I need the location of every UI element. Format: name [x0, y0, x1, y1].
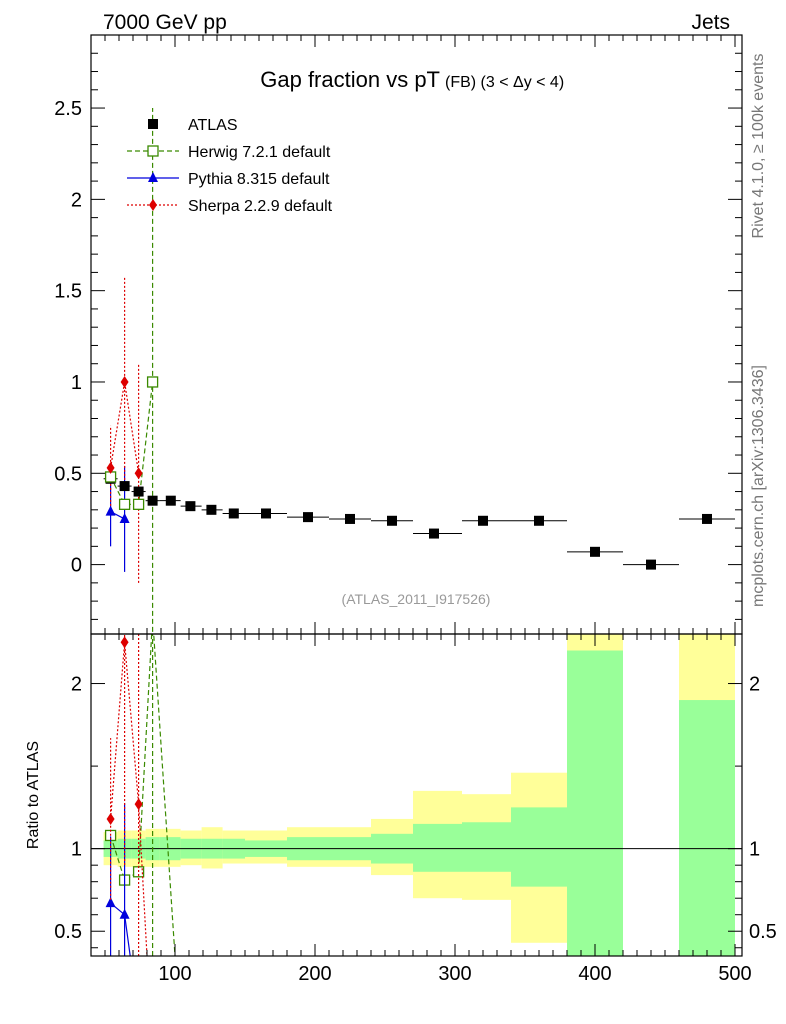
pythia-ratio-line: [110, 902, 131, 956]
legend-label: Herwig 7.2.1 default: [188, 144, 331, 161]
atlas-point: [478, 515, 488, 526]
chart-subtitle: (FB) (3 < Δy < 4): [445, 74, 564, 91]
ratio-series: [104, 634, 176, 956]
ratio-band-green: [567, 650, 623, 956]
atlas-point: [185, 501, 196, 512]
atlas-point: [345, 513, 355, 524]
pythia-ratio-point: [119, 908, 130, 919]
atlas-point: [702, 513, 712, 524]
ratio-y-tick-label: 1: [71, 839, 82, 861]
ratio-band-green: [413, 823, 462, 872]
sherpa-point: [106, 461, 115, 474]
atlas-point: [206, 504, 217, 515]
atlas-point: [429, 528, 439, 539]
ratio-band-green: [511, 807, 567, 887]
herwig-point: [118, 498, 131, 510]
category-label: Jets: [691, 11, 730, 34]
legend-marker: [148, 119, 158, 129]
herwig-ratio-line: [110, 634, 176, 956]
ratio-y-tick-label-right: 2: [749, 674, 760, 696]
atlas-point: [387, 515, 397, 526]
main-y-tick-label: 0: [71, 555, 82, 577]
energy-label: 7000 GeV pp: [103, 11, 227, 34]
atlas-point: [147, 495, 158, 506]
pythia-point: [119, 512, 130, 523]
analysis-id: (ATLAS_2011_I917526): [342, 591, 491, 607]
main-y-tick-label: 1.5: [54, 281, 82, 303]
atlas-point: [646, 559, 656, 570]
sherpa-ratio-point: [106, 812, 115, 825]
legend-label: Sherpa 2.2.9 default: [188, 198, 333, 215]
axes: 100 200 300 400 500 0 0.5 1 1.5 2 2.5 0.5 0.5 1 1 2 2: [54, 35, 777, 985]
sherpa-ratio-point: [134, 798, 143, 811]
ratio-band-green: [462, 822, 511, 872]
atlas-point: [228, 508, 239, 519]
legend-marker: [147, 145, 159, 157]
ratio-band-green: [679, 700, 735, 956]
legend-marker: [148, 172, 158, 182]
sherpa-ratio-point: [120, 636, 129, 649]
rivet-label: Rivet 4.1.0, ≥ 100k events: [750, 54, 767, 239]
main-y-tick-label: 0.5: [54, 463, 82, 485]
ratio-y-tick-label-right: 1: [749, 839, 760, 861]
x-tick-label: 300: [438, 963, 471, 985]
ratio-y-tick-label: 2: [71, 674, 82, 696]
sherpa-point: [134, 467, 143, 480]
legend: ATLAS Herwig 7.2.1 default Pythia 8.315 de…: [127, 117, 333, 215]
ratio-panel-frame: [90, 633, 743, 957]
legend-label: Pythia 8.315 default: [188, 171, 330, 188]
atlas-point: [133, 486, 144, 497]
ratio-y-tick-label-right: 0.5: [749, 921, 777, 943]
pythia-ratio-point: [105, 897, 116, 908]
legend-marker: [149, 199, 157, 211]
ratio-bands: [91, 634, 742, 956]
x-tick-label: 100: [158, 963, 191, 985]
atlas-point: [261, 508, 271, 519]
legend-label: ATLAS: [188, 117, 238, 134]
pythia-point: [105, 505, 116, 516]
chart-title: Gap fraction vs pT: [260, 67, 440, 92]
sherpa-ratio-line: [110, 642, 148, 956]
main-y-tick-label: 2: [71, 189, 82, 211]
sherpa-line: [110, 381, 140, 474]
mcplots-label: mcplots.cern.ch [arXiv:1306.3436]: [750, 365, 767, 607]
ratio-ylabel: Ratio to ATLAS: [25, 741, 42, 849]
atlas-point: [303, 512, 313, 523]
x-tick-label: 500: [718, 963, 751, 985]
main-y-tick-label: 1: [71, 372, 82, 394]
ratio-y-tick-label: 0.5: [54, 921, 82, 943]
atlas-point: [165, 495, 176, 506]
sherpa-point: [120, 375, 129, 388]
main-series: [103, 108, 735, 634]
atlas-point: [119, 481, 130, 492]
herwig-point: [132, 498, 145, 510]
main-y-tick-label: 2.5: [54, 98, 82, 120]
atlas-point: [534, 515, 544, 526]
herwig-line: [110, 381, 154, 505]
atlas-point: [590, 546, 600, 557]
herwig-point: [146, 376, 159, 388]
x-tick-label: 200: [298, 963, 331, 985]
x-tick-label: 400: [578, 963, 611, 985]
